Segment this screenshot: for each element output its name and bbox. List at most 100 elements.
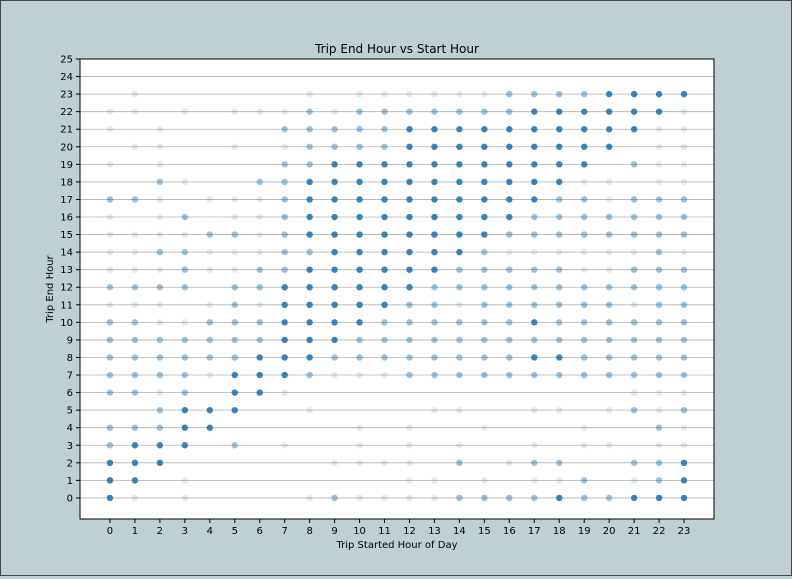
x-tick-label: 11: [378, 526, 391, 537]
data-point: [381, 143, 388, 150]
data-point: [531, 371, 538, 379]
data-point: [406, 90, 413, 98]
data-point: [431, 354, 438, 361]
data-point: [156, 336, 164, 344]
data-point: [381, 336, 388, 344]
data-point: [206, 196, 213, 203]
data-point: [680, 108, 688, 115]
data-point: [431, 266, 438, 273]
data-point: [680, 196, 688, 203]
data-point: [106, 301, 114, 309]
data-point: [456, 90, 463, 98]
data-point: [156, 284, 164, 291]
data-point: [356, 494, 363, 502]
data-point: [481, 354, 488, 361]
data-point: [406, 126, 413, 133]
y-tick-label: 3: [67, 441, 73, 452]
data-point: [431, 336, 438, 344]
data-point: [381, 90, 388, 98]
data-point: [281, 126, 288, 133]
data-point: [556, 90, 563, 98]
data-point: [431, 143, 438, 150]
x-tick-label: 7: [281, 526, 287, 537]
data-point: [630, 161, 638, 168]
data-point: [581, 424, 588, 431]
data-point: [531, 284, 538, 291]
data-point: [256, 284, 263, 291]
data-point: [406, 336, 413, 344]
data-point: [231, 319, 238, 326]
data-point: [381, 126, 388, 133]
data-point: [356, 336, 363, 344]
data-point: [481, 90, 488, 98]
data-point: [181, 319, 189, 326]
x-tick-label: 15: [478, 526, 491, 537]
data-point: [131, 459, 139, 467]
data-point: [231, 354, 238, 361]
data-point: [331, 301, 338, 309]
data-point: [406, 266, 413, 273]
data-point: [206, 371, 213, 379]
data-point: [655, 213, 663, 221]
data-point: [281, 442, 288, 449]
data-point: [680, 406, 688, 414]
data-point: [131, 389, 139, 396]
data-point: [630, 248, 638, 256]
data-point: [306, 284, 313, 291]
y-tick-label: 18: [60, 177, 73, 188]
data-point: [581, 266, 588, 273]
data-point: [381, 371, 388, 379]
data-point: [206, 266, 213, 273]
y-tick-label: 16: [60, 213, 73, 224]
data-point: [605, 371, 613, 379]
x-tick-label: 4: [207, 526, 213, 537]
data-point: [531, 90, 538, 98]
data-point: [506, 354, 513, 361]
data-point: [356, 108, 363, 115]
data-point: [655, 161, 663, 168]
data-point: [106, 354, 114, 361]
data-point: [655, 494, 663, 502]
data-point: [306, 371, 313, 379]
y-tick-label: 8: [67, 353, 73, 364]
data-point: [281, 178, 288, 186]
data-point: [156, 442, 164, 449]
data-point: [680, 143, 688, 150]
y-tick-label: 15: [60, 230, 73, 241]
data-point: [506, 336, 513, 344]
data-point: [206, 424, 213, 431]
data-point: [531, 108, 538, 115]
data-point: [630, 319, 638, 326]
data-point: [181, 336, 189, 344]
data-point: [181, 178, 189, 186]
data-point: [381, 161, 388, 168]
data-point: [630, 108, 638, 115]
data-point: [605, 143, 613, 150]
data-point: [456, 459, 463, 467]
data-point: [456, 248, 463, 256]
data-point: [680, 319, 688, 326]
data-point: [331, 248, 338, 256]
data-point: [431, 494, 438, 502]
data-point: [431, 178, 438, 186]
data-point: [655, 301, 663, 309]
data-point: [331, 161, 338, 168]
data-point: [431, 126, 438, 133]
data-point: [655, 284, 663, 291]
data-point: [156, 213, 164, 221]
data-point: [181, 354, 189, 361]
data-point: [605, 231, 613, 238]
data-point: [680, 90, 688, 98]
data-point: [605, 213, 613, 221]
data-point: [605, 178, 613, 186]
data-point: [181, 389, 189, 396]
y-tick-label: 14: [60, 248, 73, 259]
data-point: [456, 406, 463, 414]
data-point: [531, 459, 538, 467]
data-point: [506, 126, 513, 133]
data-point: [531, 442, 538, 449]
data-point: [481, 161, 488, 168]
plot-area: [80, 59, 714, 519]
data-point: [605, 284, 613, 291]
data-point: [481, 108, 488, 115]
